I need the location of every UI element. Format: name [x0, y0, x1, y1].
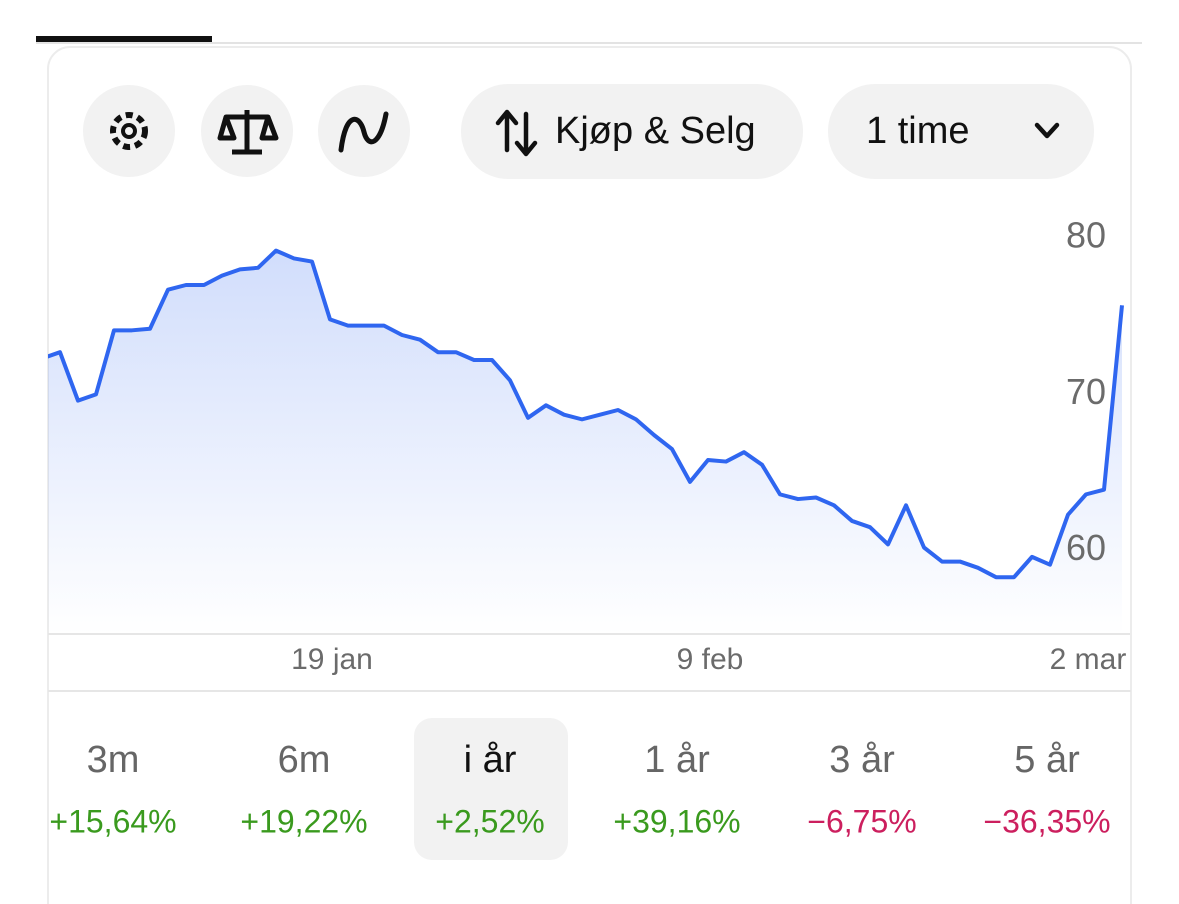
period-change: +2,52%: [435, 803, 544, 839]
plot-area: [48, 248, 1124, 635]
compare-button[interactable]: [201, 85, 293, 177]
y-tick-label: 80: [1066, 215, 1106, 256]
scale-icon: [217, 110, 279, 155]
y-tick-label: 70: [1066, 371, 1106, 412]
selected-tab-bg: [414, 718, 568, 860]
period-label: i år: [464, 739, 517, 781]
button-bg: [828, 84, 1094, 179]
period-label: 3 år: [829, 739, 895, 781]
swap-icon: [495, 109, 538, 157]
period-label: 5 år: [1014, 739, 1080, 781]
dropdown-label: 1 time: [866, 110, 969, 152]
period-selector: 3m +15,64% 6m +19,22% i år +2,52% 1 år +39,16% 3…: [49, 718, 1111, 860]
interval-dropdown[interactable]: 1 time: [828, 84, 1094, 179]
x-tick-label: 2 mar: [1050, 643, 1127, 676]
period-tab[interactable]: i år +2,52%: [414, 718, 568, 860]
wave-icon: [338, 111, 389, 153]
settings-button[interactable]: [83, 85, 175, 177]
gear-hub: [121, 123, 137, 139]
period-change: −6,75%: [807, 803, 916, 839]
period-change: +39,16%: [613, 803, 740, 839]
y-tick-label: 60: [1066, 527, 1106, 568]
button-label: Kjøp & Selg: [555, 110, 756, 152]
indicator-button[interactable]: [318, 85, 410, 177]
period-tab[interactable]: 6m +19,22%: [240, 739, 367, 839]
period-change: −36,35%: [983, 803, 1110, 839]
price-area: [48, 250, 1122, 635]
period-tab[interactable]: 3 år −6,75%: [807, 739, 916, 839]
button-bg: [83, 85, 175, 177]
button-bg: [461, 84, 803, 179]
period-label: 3m: [87, 739, 140, 781]
period-tab[interactable]: 1 år +39,16%: [613, 739, 740, 839]
period-tab[interactable]: 3m +15,64%: [49, 739, 176, 839]
axes: 60 70 80 19 jan 9 feb 2 mar: [291, 215, 1126, 676]
gear-icon: [110, 112, 148, 150]
x-tick-label: 9 feb: [677, 643, 744, 676]
period-change: +15,64%: [49, 803, 176, 839]
period-change: +19,22%: [240, 803, 367, 839]
chevron-icon: [1034, 122, 1060, 139]
period-label: 6m: [278, 739, 331, 781]
period-tab[interactable]: 5 år −36,35%: [983, 739, 1110, 839]
price-line: [48, 248, 1124, 580]
x-tick-label: 19 jan: [291, 643, 373, 676]
period-label: 1 år: [644, 739, 710, 781]
trade-button[interactable]: Kjøp & Selg: [461, 84, 803, 179]
